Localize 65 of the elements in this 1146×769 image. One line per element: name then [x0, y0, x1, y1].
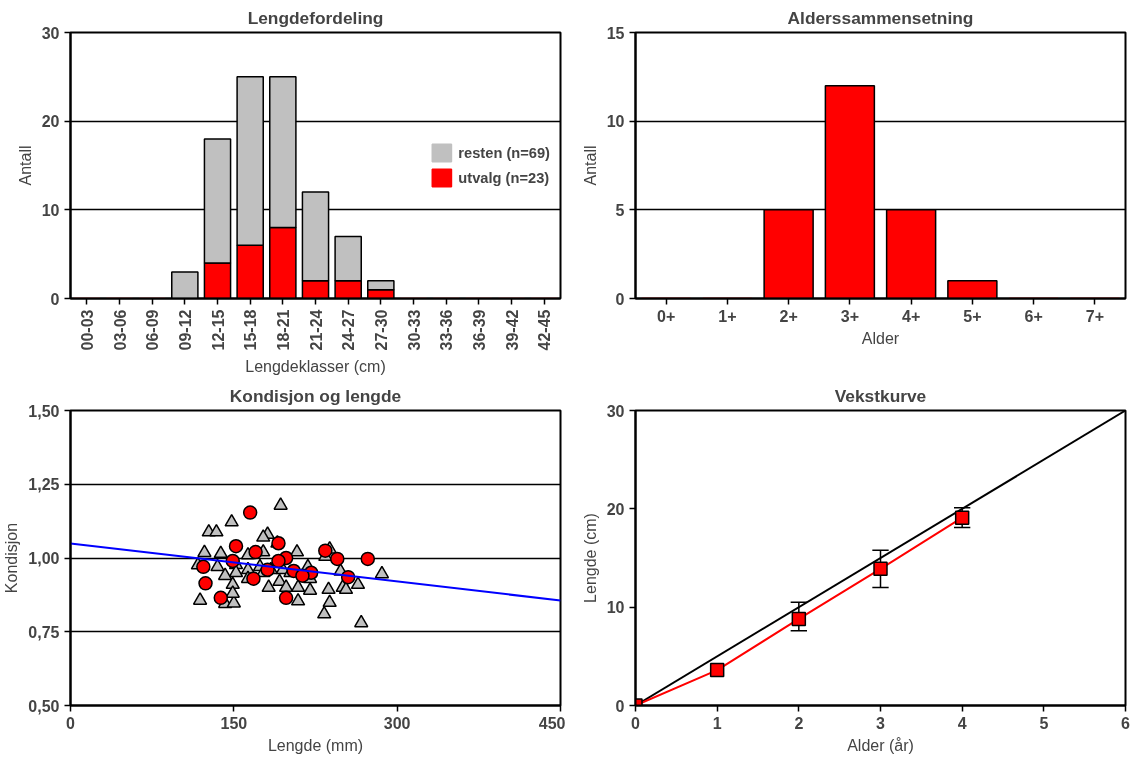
x-tick-label: 150: [220, 714, 248, 732]
chart-title: Lengdefordeling: [247, 7, 384, 28]
x-tick-label: 2: [794, 714, 804, 732]
y-tick-label: 15: [606, 24, 625, 42]
x-tick-label: 00-03: [78, 309, 96, 351]
x-tick-label: 12-15: [209, 309, 227, 351]
x-tick-label: 1: [712, 714, 722, 732]
x-tick-label: 15-18: [242, 309, 260, 351]
x-tick-label: 5+: [963, 307, 982, 325]
x-axis-title: Alder (år): [847, 736, 914, 754]
y-tick-label: 20: [41, 113, 60, 131]
x-tick-label: 0: [66, 714, 76, 732]
x-tick-label: 0+: [657, 307, 676, 325]
x-tick-label: 2+: [779, 307, 798, 325]
x-tick-label: 1+: [718, 307, 737, 325]
x-tick-label: 6+: [1024, 307, 1043, 325]
x-tick-label: 0: [631, 714, 641, 732]
x-tick-label: 27-30: [372, 309, 390, 351]
x-tick-label: 21-24: [307, 309, 325, 351]
x-tick-label: 24-27: [340, 309, 358, 351]
x-tick-label: 03-06: [111, 309, 129, 351]
x-tick-label: 450: [538, 714, 566, 732]
y-tick-label: 0: [50, 290, 60, 308]
y-tick-label: 10: [606, 113, 625, 131]
y-tick-label: 1,00: [28, 550, 60, 567]
x-tick-label: 30-33: [405, 309, 423, 351]
x-tick-label: 3: [876, 714, 886, 732]
y-axis-title: Antall: [16, 145, 34, 186]
y-tick-label: 1,50: [28, 402, 60, 420]
chart-title: Alderssammensetning: [787, 7, 974, 28]
x-tick-label: 18-21: [274, 309, 292, 351]
x-tick-label: 4+: [902, 307, 921, 325]
y-tick-label: 5: [615, 201, 625, 219]
x-tick-label: 06-09: [144, 309, 162, 351]
y-tick-label: 0: [615, 290, 625, 308]
y-tick-label: 0: [615, 697, 625, 715]
y-tick-label: 30: [41, 24, 60, 42]
chart-title: Vekstkurve: [834, 385, 927, 406]
x-tick-label: 4: [957, 714, 967, 732]
x-tick-label: 6: [1121, 714, 1131, 732]
legend-label: utvalg (n=23): [458, 169, 550, 186]
x-tick-label: 09-12: [176, 309, 194, 351]
x-tick-label: 5: [1039, 714, 1049, 732]
y-tick-label: 30: [606, 402, 625, 420]
y-tick-label: 10: [41, 201, 60, 219]
legend-label: resten (n=69): [458, 144, 550, 161]
y-tick-label: 10: [606, 599, 625, 617]
x-axis-title: Lengde (mm): [267, 736, 364, 754]
x-axis-title: Lengdeklasser (cm): [245, 358, 386, 376]
y-tick-label: 0,50: [28, 697, 60, 715]
y-tick-label: 1,25: [28, 476, 60, 494]
x-tick-label: 36-39: [470, 309, 488, 351]
x-axis-title: Alder: [861, 329, 900, 347]
y-axis-title: Antall: [581, 145, 599, 186]
x-tick-label: 3+: [840, 307, 859, 325]
y-axis-title: Lengde (cm): [581, 513, 599, 603]
x-tick-label: 42-45: [536, 309, 554, 351]
y-axis-title: Kondisjon: [3, 522, 21, 594]
y-tick-label: 20: [606, 500, 625, 518]
y-tick-label: 0,75: [28, 623, 60, 641]
x-tick-label: 300: [383, 714, 411, 732]
x-tick-label: 39-42: [503, 309, 521, 351]
chart-title: Kondisjon og lengde: [229, 385, 402, 406]
x-tick-label: 7+: [1085, 307, 1104, 325]
x-tick-label: 33-36: [438, 309, 456, 351]
